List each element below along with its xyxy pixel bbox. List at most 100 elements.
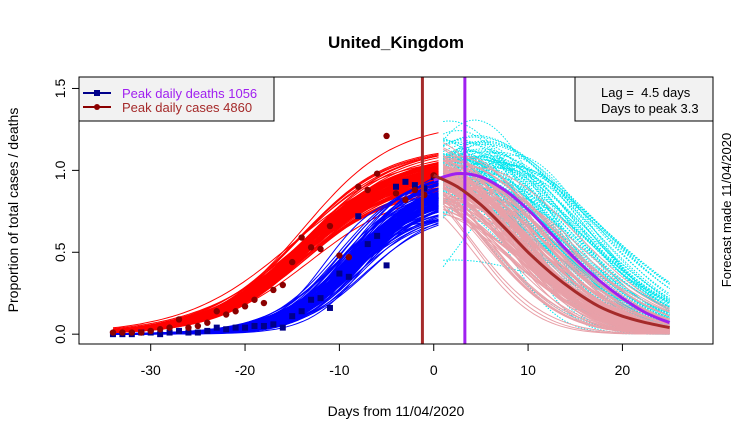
death-point xyxy=(355,213,362,220)
days-to-peak-text: Days to peak 3.3 xyxy=(601,101,699,116)
case-point xyxy=(345,253,353,261)
info-box: Lag = 4.5 days Days to peak 3.3 xyxy=(574,76,714,122)
y-tick-label: 1.5 xyxy=(52,79,68,99)
cases-fit-line xyxy=(112,177,439,333)
lag-text: Lag = 4.5 days xyxy=(601,85,691,100)
legend: Peak daily deaths 1056 Peak daily cases … xyxy=(78,76,275,122)
case-point xyxy=(402,196,409,204)
cases-forecast-line xyxy=(443,184,670,332)
fit-ensembles xyxy=(112,119,670,335)
deaths-forecast-line xyxy=(443,168,670,310)
death-point xyxy=(242,324,249,331)
death-point xyxy=(194,329,201,336)
death-point xyxy=(176,327,183,334)
legend-box xyxy=(78,76,275,122)
cases-fit-line xyxy=(112,170,439,332)
deaths-forecast-line xyxy=(443,155,670,283)
deaths-forecast-line xyxy=(443,130,670,330)
case-point xyxy=(289,258,296,266)
case-point xyxy=(175,316,183,323)
y-axis-label: Proportion of total cases / deaths xyxy=(5,108,21,313)
chart-title: United_Kingdom xyxy=(328,33,464,52)
y-tick-label: 0.5 xyxy=(52,242,68,262)
deaths-forecast-line xyxy=(442,140,670,308)
deaths-forecast-line xyxy=(442,173,670,331)
legend-deaths-marker xyxy=(94,90,100,96)
death-point xyxy=(411,182,418,189)
case-point xyxy=(298,234,305,241)
case-point xyxy=(392,190,400,197)
case-point xyxy=(185,324,192,331)
deaths-forecast-line xyxy=(443,184,670,323)
cases-fit-line xyxy=(112,166,439,332)
death-point xyxy=(298,308,305,315)
cases-fit-line xyxy=(112,177,439,332)
cases-forecast-line xyxy=(442,177,670,329)
cases-forecast-mean-line xyxy=(433,173,670,330)
forecast-means xyxy=(433,171,671,330)
deaths-forecast-line xyxy=(443,175,670,324)
case-point xyxy=(251,296,258,303)
cases-fit-line xyxy=(112,185,439,333)
cases-fit-line xyxy=(112,177,439,333)
deaths-forecast-line xyxy=(442,157,670,320)
case-point xyxy=(307,244,315,251)
death-point xyxy=(374,232,381,239)
cases-fit-line xyxy=(112,177,439,332)
case-point xyxy=(222,311,230,318)
death-point xyxy=(166,329,173,336)
case-point xyxy=(109,329,117,336)
deaths-forecast-line xyxy=(443,154,670,309)
cases-fit-line xyxy=(112,177,439,332)
death-point xyxy=(317,295,324,302)
death-point xyxy=(308,296,315,303)
legend-deaths-label: Peak daily deaths 1056 xyxy=(122,86,257,101)
deaths-forecast-line xyxy=(442,154,670,312)
cases-forecast-line xyxy=(442,216,670,335)
cases-forecast-line xyxy=(442,167,670,309)
x-tick-label: 20 xyxy=(615,362,631,378)
cases-fit-line xyxy=(112,177,439,330)
deaths-forecast-line xyxy=(442,136,670,295)
forecast-date-label: Forecast made 11/04/2020 xyxy=(719,133,734,287)
case-point xyxy=(355,183,362,190)
case-point xyxy=(194,322,202,330)
cases-fit-line xyxy=(112,177,439,333)
info-box-frame xyxy=(574,76,714,122)
death-point xyxy=(421,185,428,192)
peak-vlines xyxy=(420,77,467,344)
case-point xyxy=(270,286,277,294)
deaths-forecast-line xyxy=(442,139,670,331)
observed-points xyxy=(109,132,437,338)
y-tick-label: 0.0 xyxy=(52,324,68,344)
cases-fit-line xyxy=(112,178,439,332)
case-point xyxy=(128,329,136,336)
case-point xyxy=(373,170,381,177)
deaths-forecast-line xyxy=(443,158,670,302)
case-point xyxy=(326,222,334,230)
death-point xyxy=(185,329,192,336)
death-point xyxy=(402,178,409,185)
cases-forecast-line xyxy=(443,184,670,326)
case-point xyxy=(204,319,211,326)
y-axis: 0.0 0.5 1.0 1.5 xyxy=(52,79,80,344)
deaths-forecast-line xyxy=(442,161,670,285)
case-point xyxy=(336,252,343,259)
y-tick-label: 1.0 xyxy=(52,160,68,180)
cases-forecast-line xyxy=(443,168,670,329)
cases-forecast-line xyxy=(442,194,670,334)
x-tick-label: 10 xyxy=(520,362,536,378)
deaths-forecast-line xyxy=(443,156,670,330)
case-point xyxy=(166,324,173,331)
deaths-forecast-line xyxy=(442,166,670,301)
death-point xyxy=(393,183,399,190)
x-tick-label: -30 xyxy=(141,362,161,378)
cases-forecast-line xyxy=(443,176,670,333)
death-point xyxy=(204,327,211,334)
death-point xyxy=(232,324,239,331)
death-point xyxy=(279,324,286,331)
cases-forecast-line xyxy=(443,188,670,331)
death-point xyxy=(157,331,164,338)
deaths-forecast-line xyxy=(443,186,670,322)
case-point xyxy=(119,329,126,336)
